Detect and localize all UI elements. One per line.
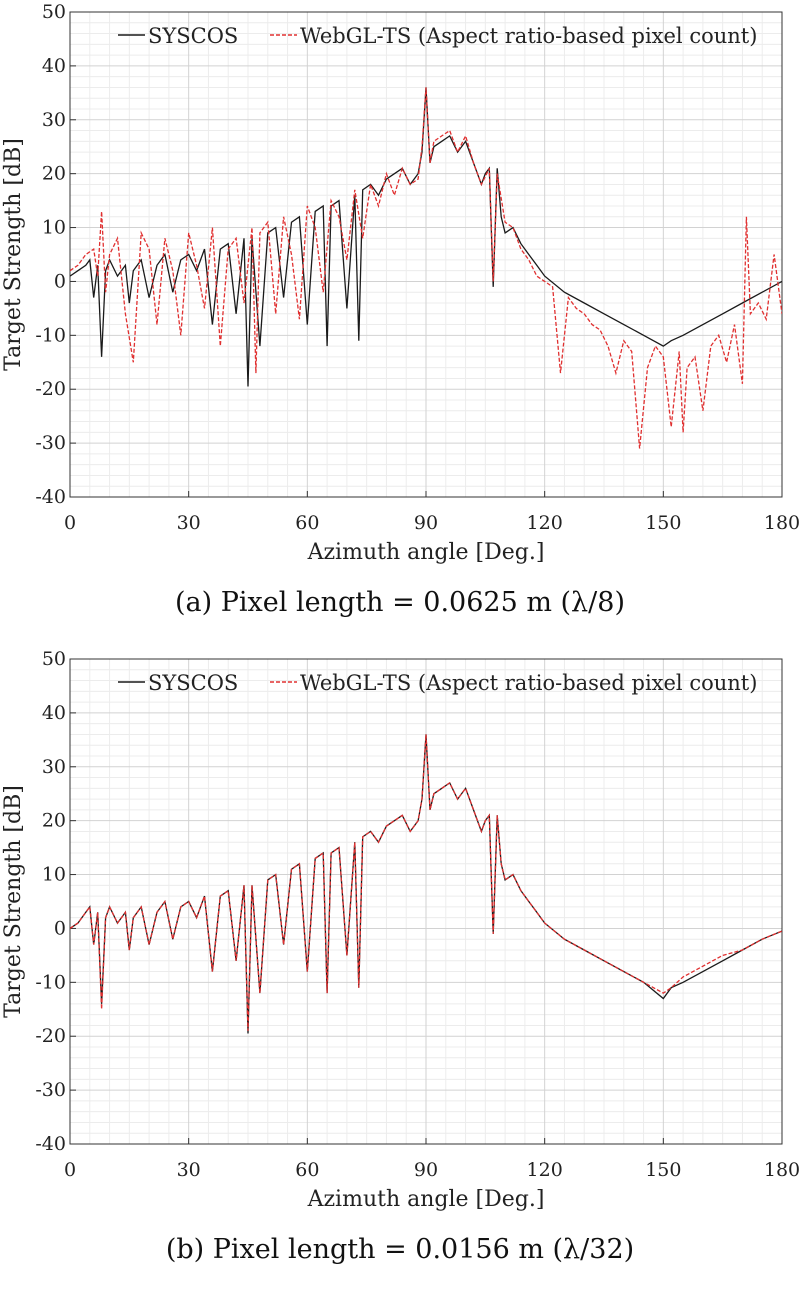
- y-axis-label: Target Strength [dB]: [1, 785, 26, 1018]
- x-axis-label: Azimuth angle [Deg.]: [307, 1187, 545, 1212]
- series-line-webgl-ts: [70, 87, 782, 449]
- chart-panel-b: 0 30 60 90 120 150 180 50 40 30 20 10 0 -10 -20 -30 -40 A…: [0, 647, 800, 1294]
- x-tick-label: 180: [764, 512, 800, 534]
- y-tick-label: 40: [42, 702, 66, 724]
- y-tick-label: 30: [42, 756, 66, 778]
- x-tick-label: 0: [64, 512, 76, 534]
- chart-a-svg: 0 30 60 90 120 150 180 50 40 30 20 10 0 -10 -20 -30 -40 A…: [1, 1, 800, 565]
- y-tick-label: 0: [54, 917, 66, 939]
- x-tick-label: 150: [645, 1159, 681, 1181]
- y-tick-label: 20: [42, 810, 66, 832]
- y-tick-label: -30: [35, 1079, 66, 1101]
- chart-b-caption: (b) Pixel length = 0.0156 m (λ/32): [165, 1234, 635, 1265]
- x-tick-label: 150: [645, 512, 681, 534]
- x-tick-label: 120: [527, 1159, 563, 1181]
- x-tick-label: 30: [177, 512, 201, 534]
- series-line-webgl-ts: [70, 734, 782, 1031]
- legend-entry: WebGL-TS (Aspect ratio-based pixel count…: [300, 671, 757, 695]
- y-tick-label: -20: [35, 1025, 66, 1047]
- y-axis-label: Target Strength [dB]: [1, 138, 26, 371]
- legend-entry: WebGL-TS (Aspect ratio-based pixel count…: [300, 24, 757, 48]
- x-tick-label: 30: [177, 1159, 201, 1181]
- y-tick-label: -40: [35, 486, 66, 508]
- y-tick-label: 20: [42, 163, 66, 185]
- x-tick-label: 90: [414, 512, 438, 534]
- y-tick-label: -10: [35, 971, 66, 993]
- legend: SYSCOS WebGL-TS (Aspect ratio-based pixel…: [118, 671, 757, 695]
- x-tick-label: 90: [414, 1159, 438, 1181]
- chart-panel-a: 0 30 60 90 120 150 180 50 40 30 20 10 0 -10 -20 -30 -40 A…: [0, 0, 800, 647]
- x-tick-label: 120: [527, 512, 563, 534]
- y-tick-label: -20: [35, 378, 66, 400]
- chart-a-caption: (a) Pixel length = 0.0625 m (λ/8): [175, 587, 625, 618]
- chart-b-svg: 0 30 60 90 120 150 180 50 40 30 20 10 0 -10 -20 -30 -40 A…: [1, 648, 800, 1212]
- legend-entry: SYSCOS: [148, 671, 238, 695]
- legend: SYSCOS WebGL-TS (Aspect ratio-based pixel…: [118, 24, 757, 48]
- major-grid: [69, 658, 783, 1145]
- y-tick-label: 40: [42, 55, 66, 77]
- x-tick-label: 180: [764, 1159, 800, 1181]
- y-tick-label: 50: [42, 1, 66, 23]
- y-tick-label: -40: [35, 1133, 66, 1155]
- legend-entry: SYSCOS: [148, 24, 238, 48]
- y-tick-label: -10: [35, 324, 66, 346]
- y-tick-label: 50: [42, 648, 66, 670]
- y-tick-label: 10: [42, 217, 66, 239]
- x-axis-label: Azimuth angle [Deg.]: [307, 540, 545, 565]
- y-tick-label: 10: [42, 864, 66, 886]
- x-tick-label: 60: [295, 1159, 319, 1181]
- series-line-syscos: [70, 87, 782, 387]
- y-tick-label: -30: [35, 432, 66, 454]
- x-tick-label: 60: [295, 512, 319, 534]
- x-tick-label: 0: [64, 1159, 76, 1181]
- y-tick-label: 0: [54, 270, 66, 292]
- y-tick-label: 30: [42, 109, 66, 131]
- major-grid: [69, 11, 783, 498]
